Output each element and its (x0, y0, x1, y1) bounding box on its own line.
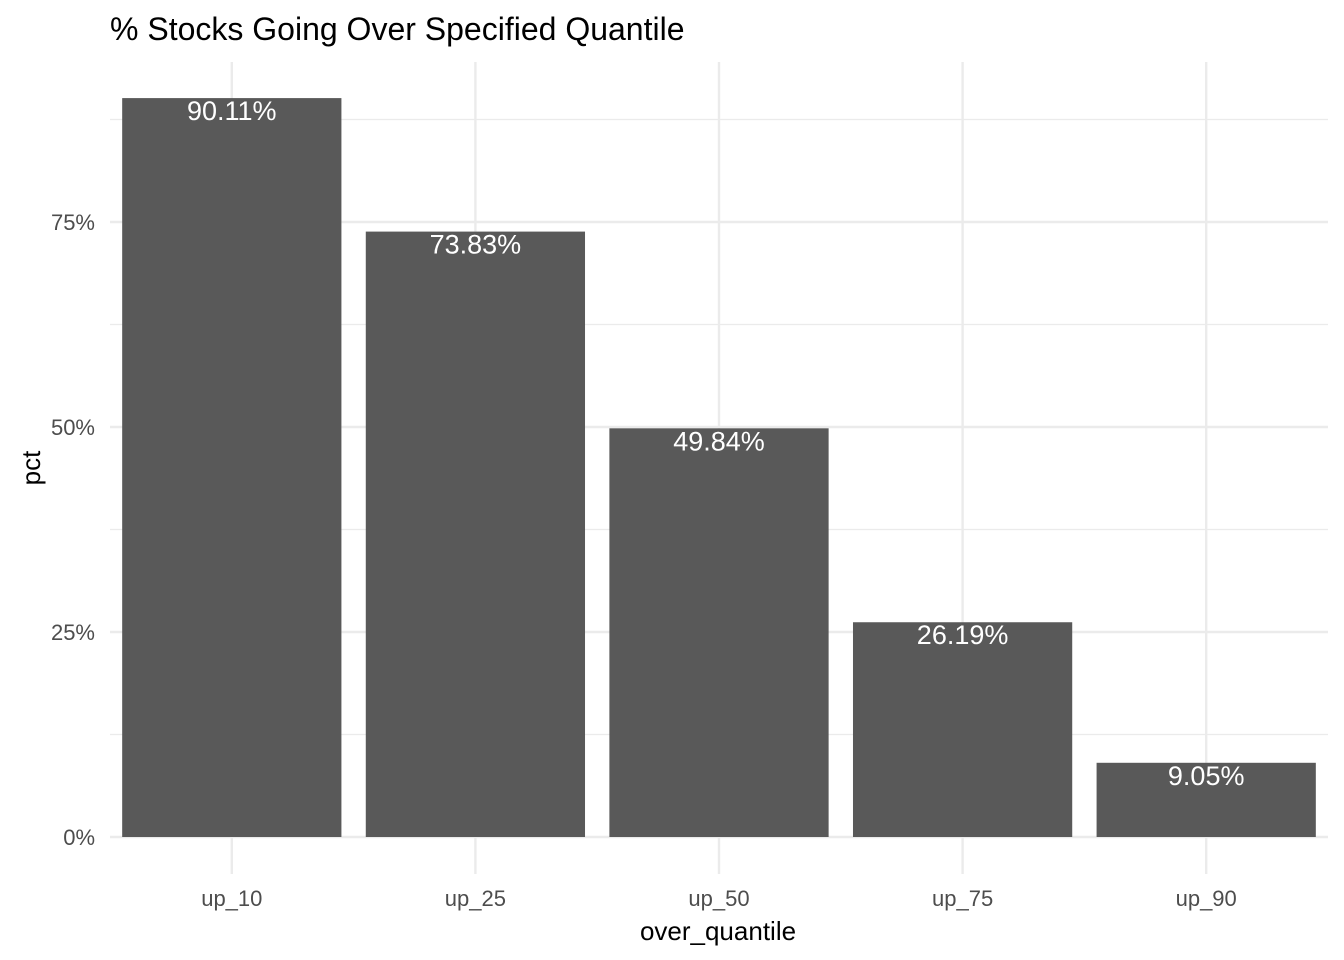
bar-up_75 (852, 622, 1073, 837)
x-tick-label: up_50 (688, 886, 749, 911)
bar-value-label: 73.83% (430, 230, 522, 260)
bar-up_25 (365, 231, 586, 837)
bar-up_10 (122, 98, 342, 837)
bar-value-label: 49.84% (673, 426, 765, 456)
bars (122, 98, 1316, 837)
x-tick-label: up_90 (1176, 886, 1237, 911)
bar-up_90 (1096, 762, 1316, 837)
bar-value-labels: 90.11% 73.83% 49.84% 26.19% 9.05% (187, 96, 1244, 791)
x-tick-label: up_10 (201, 886, 262, 911)
y-axis-ticks: 0% 25% 50% 75% (51, 210, 95, 850)
bar-value-label: 9.05% (1168, 761, 1245, 791)
bar-value-label: 26.19% (917, 620, 1009, 650)
bar-up_50 (609, 428, 829, 837)
x-axis-title: over_quantile (640, 916, 796, 946)
x-tick-label: up_25 (445, 886, 506, 911)
y-tick-label: 75% (51, 210, 95, 235)
x-tick-label: up_75 (932, 886, 993, 911)
x-axis-ticks: up_10 up_25 up_50 up_75 up_90 (201, 886, 1237, 911)
y-tick-label: 25% (51, 620, 95, 645)
chart-title: % Stocks Going Over Specified Quantile (110, 11, 685, 47)
y-axis-title: pct (16, 450, 46, 485)
bar-value-label: 90.11% (187, 96, 277, 126)
y-tick-label: 0% (63, 825, 95, 850)
y-tick-label: 50% (51, 415, 95, 440)
